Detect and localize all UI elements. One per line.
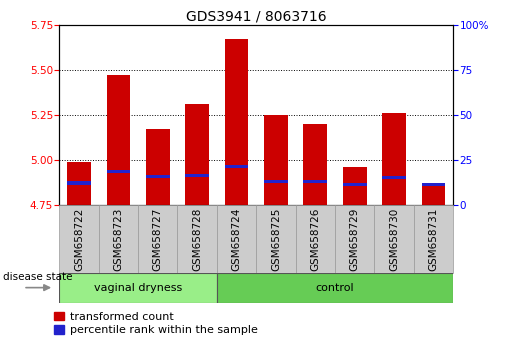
Bar: [59, 205, 99, 273]
Bar: [303, 124, 327, 205]
Text: GSM658723: GSM658723: [113, 207, 123, 271]
Bar: [217, 273, 453, 303]
Text: disease state: disease state: [3, 272, 72, 282]
Text: GSM658731: GSM658731: [428, 207, 438, 271]
Title: GDS3941 / 8063716: GDS3941 / 8063716: [186, 10, 327, 24]
Bar: [146, 130, 169, 205]
Text: GSM658730: GSM658730: [389, 207, 399, 270]
Bar: [107, 170, 130, 173]
Bar: [217, 205, 256, 273]
Text: control: control: [316, 282, 354, 293]
Bar: [107, 75, 130, 205]
Text: GSM658729: GSM658729: [350, 207, 359, 271]
Bar: [59, 273, 217, 303]
Bar: [382, 113, 406, 205]
Text: GSM658726: GSM658726: [311, 207, 320, 271]
Text: GSM658724: GSM658724: [232, 207, 242, 271]
Bar: [146, 175, 169, 178]
Text: GSM658728: GSM658728: [192, 207, 202, 271]
Text: GSM658722: GSM658722: [74, 207, 84, 271]
Bar: [296, 205, 335, 273]
Bar: [67, 181, 91, 184]
Bar: [225, 165, 248, 168]
Text: vaginal dryness: vaginal dryness: [94, 282, 182, 293]
Bar: [422, 183, 445, 186]
Bar: [99, 205, 138, 273]
Bar: [185, 104, 209, 205]
Bar: [256, 205, 296, 273]
Text: GSM658727: GSM658727: [153, 207, 163, 271]
Bar: [422, 185, 445, 205]
Bar: [414, 205, 453, 273]
Bar: [264, 179, 288, 183]
Bar: [264, 115, 288, 205]
Bar: [374, 205, 414, 273]
Bar: [335, 205, 374, 273]
Text: GSM658725: GSM658725: [271, 207, 281, 271]
Bar: [382, 176, 406, 179]
Bar: [67, 162, 91, 205]
Bar: [138, 205, 177, 273]
Bar: [343, 183, 367, 186]
Bar: [225, 39, 248, 205]
Legend: transformed count, percentile rank within the sample: transformed count, percentile rank withi…: [55, 312, 258, 335]
Bar: [185, 174, 209, 177]
Bar: [177, 205, 217, 273]
Bar: [303, 179, 327, 183]
Bar: [343, 167, 367, 205]
